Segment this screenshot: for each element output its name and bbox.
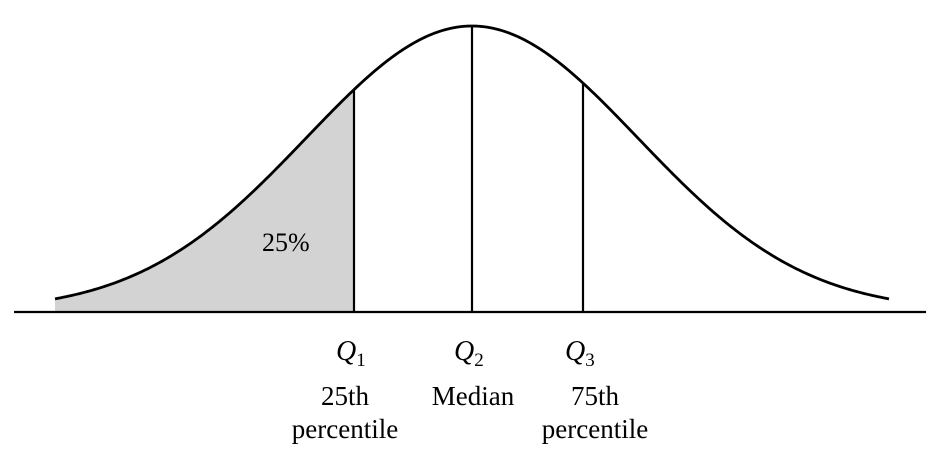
shaded-area-25-percent — [55, 89, 354, 311]
q2-description: Median — [398, 380, 548, 413]
q2-description-line1: Median — [431, 381, 515, 411]
q1-description: 25th percentile — [260, 380, 430, 446]
q3-description-line1: 75th — [570, 381, 619, 411]
q3-label: Q3 — [565, 336, 595, 371]
q1-description-line1: 25th — [320, 381, 369, 411]
q2-label: Q2 — [454, 336, 484, 371]
q3-description: 75th percentile — [512, 380, 678, 446]
q3-description-line2: percentile — [541, 414, 649, 444]
shaded-area-label: 25% — [262, 228, 310, 257]
q1-description-line2: percentile — [291, 414, 399, 444]
q1-label: Q1 — [336, 336, 366, 371]
